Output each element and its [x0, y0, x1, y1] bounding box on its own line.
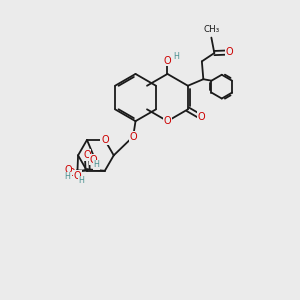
Text: O: O [68, 168, 75, 178]
Text: O: O [197, 112, 205, 122]
Text: O: O [89, 154, 97, 164]
Text: O: O [74, 171, 81, 181]
Text: O: O [164, 56, 171, 66]
Text: H: H [78, 176, 84, 185]
Text: O: O [164, 116, 171, 126]
Text: H: H [63, 165, 69, 174]
Text: H: H [94, 160, 99, 169]
Text: O: O [64, 165, 72, 175]
Text: H: H [173, 52, 179, 61]
Text: CH₃: CH₃ [203, 25, 220, 34]
Text: O: O [226, 47, 234, 58]
Text: H: H [64, 172, 70, 181]
Text: O: O [129, 132, 137, 142]
Text: O: O [101, 135, 109, 145]
Text: O: O [83, 150, 91, 160]
